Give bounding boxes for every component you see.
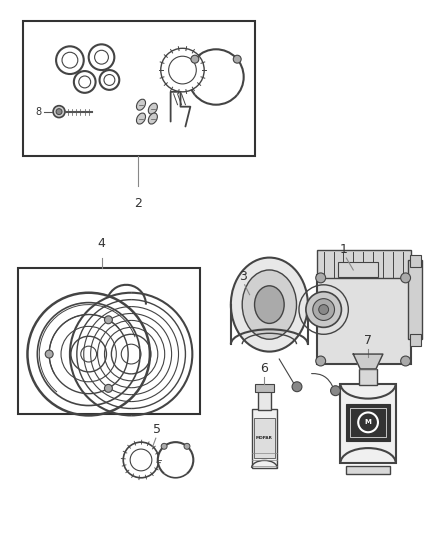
Bar <box>340 384 396 463</box>
Text: 8: 8 <box>35 107 41 117</box>
Circle shape <box>105 384 113 392</box>
Bar <box>408 260 422 339</box>
Circle shape <box>331 386 340 395</box>
Bar <box>18 268 200 415</box>
Bar <box>359 369 377 385</box>
Ellipse shape <box>137 113 145 124</box>
Ellipse shape <box>231 257 308 352</box>
Bar <box>258 391 271 410</box>
Text: 6: 6 <box>261 362 268 375</box>
Circle shape <box>292 382 302 392</box>
Circle shape <box>161 443 167 449</box>
Bar <box>254 418 275 458</box>
Bar <box>410 334 421 346</box>
Circle shape <box>401 273 410 283</box>
Circle shape <box>319 304 328 314</box>
Bar <box>317 250 410 278</box>
Bar <box>251 408 277 468</box>
Circle shape <box>53 106 65 118</box>
Bar <box>339 262 378 277</box>
Circle shape <box>88 44 114 70</box>
Circle shape <box>95 50 109 64</box>
Circle shape <box>104 75 115 85</box>
Ellipse shape <box>242 270 297 339</box>
Polygon shape <box>353 354 383 369</box>
Ellipse shape <box>137 99 145 110</box>
Text: 2: 2 <box>134 197 142 209</box>
Circle shape <box>401 356 410 366</box>
Bar <box>22 21 254 156</box>
Ellipse shape <box>254 286 284 324</box>
Text: 1: 1 <box>339 243 347 256</box>
Text: M: M <box>365 419 371 425</box>
Bar <box>254 384 274 392</box>
Ellipse shape <box>148 113 157 124</box>
Text: 4: 4 <box>98 237 106 250</box>
Circle shape <box>316 356 325 366</box>
Bar <box>346 403 390 441</box>
Circle shape <box>130 449 152 471</box>
Circle shape <box>233 55 241 63</box>
Text: 3: 3 <box>239 270 247 283</box>
Circle shape <box>45 350 53 358</box>
Circle shape <box>56 46 84 74</box>
Text: 7: 7 <box>364 334 372 347</box>
Circle shape <box>188 49 244 104</box>
Circle shape <box>105 316 113 324</box>
Circle shape <box>74 71 95 93</box>
Bar <box>346 466 390 474</box>
Circle shape <box>123 442 159 478</box>
Circle shape <box>169 56 196 84</box>
Circle shape <box>306 292 342 327</box>
Ellipse shape <box>148 103 157 114</box>
Circle shape <box>56 109 62 115</box>
Bar <box>410 255 421 267</box>
Bar <box>317 275 410 364</box>
Circle shape <box>191 55 199 63</box>
Text: 5: 5 <box>153 423 161 436</box>
Bar <box>350 408 386 437</box>
Circle shape <box>158 442 193 478</box>
Circle shape <box>161 49 204 92</box>
Text: MOPAR: MOPAR <box>256 436 273 440</box>
Circle shape <box>316 273 325 283</box>
Circle shape <box>313 298 335 320</box>
Circle shape <box>184 443 190 449</box>
Circle shape <box>79 76 91 88</box>
Circle shape <box>62 52 78 68</box>
Circle shape <box>99 70 119 90</box>
